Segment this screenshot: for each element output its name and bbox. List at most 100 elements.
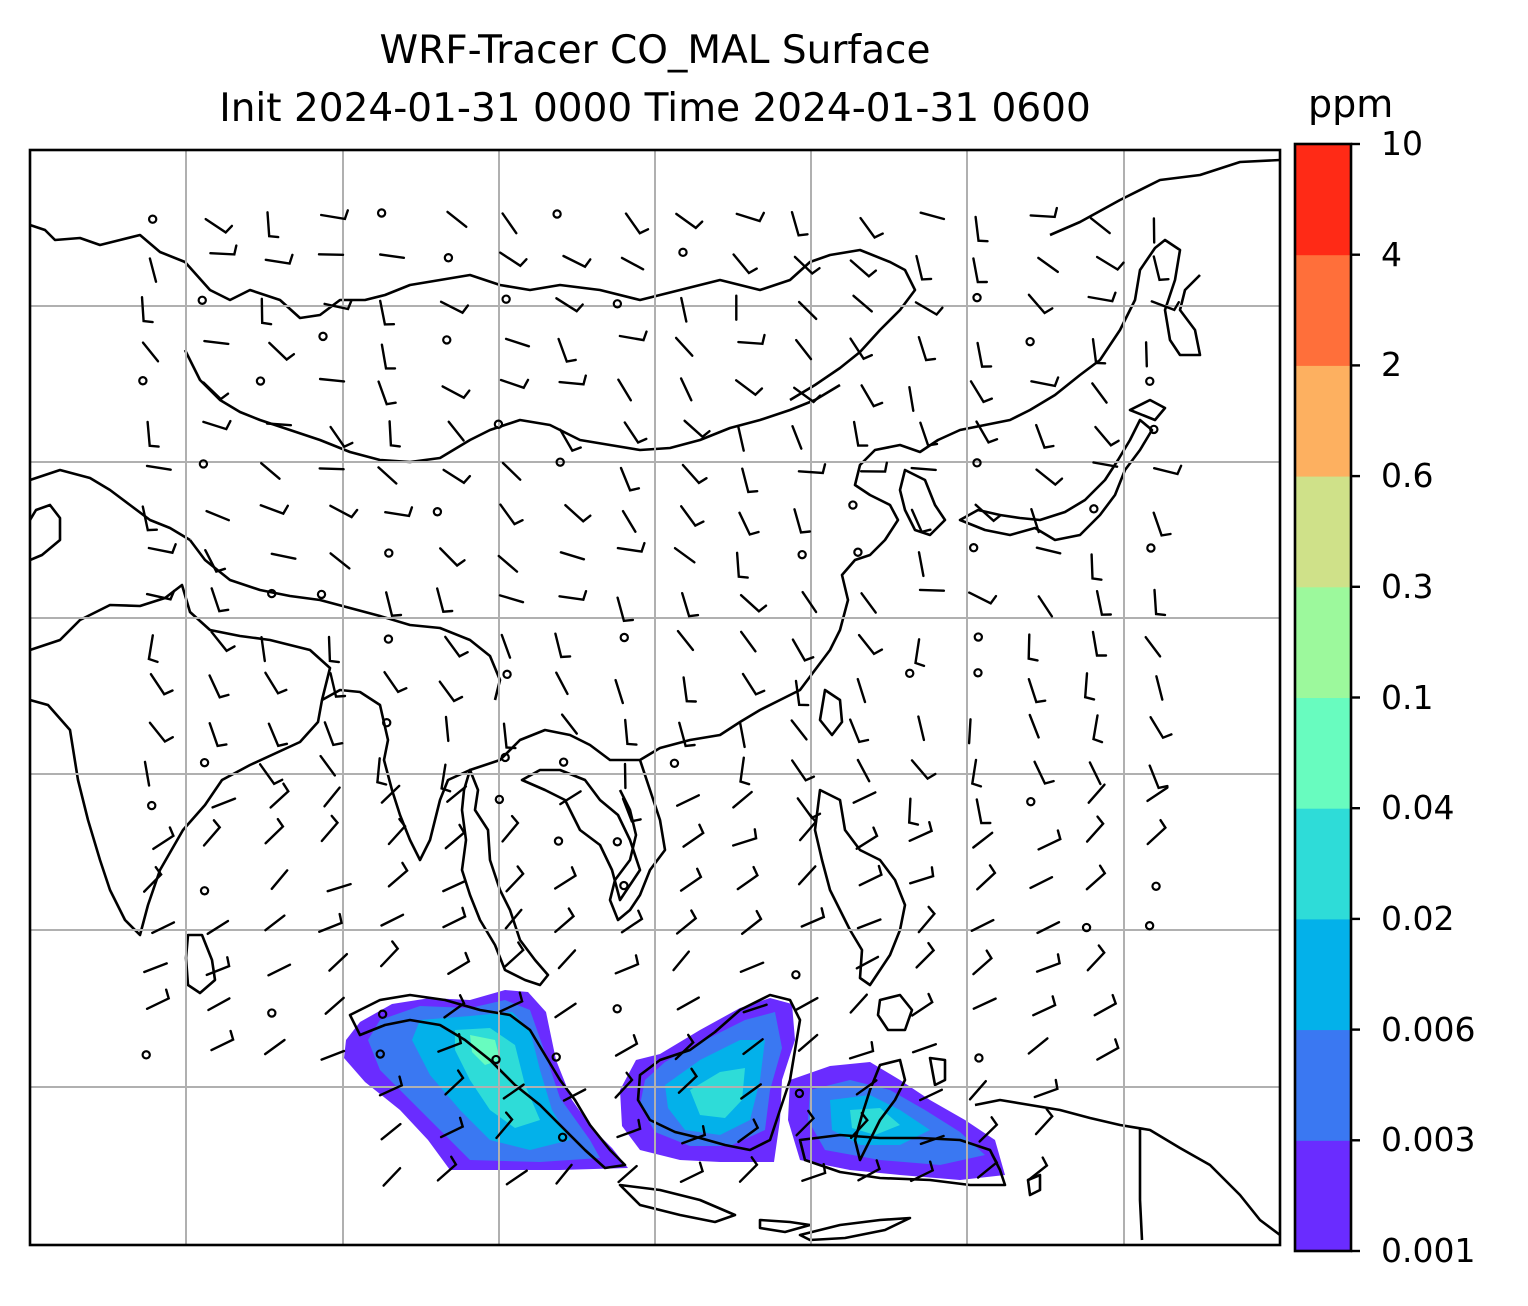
calm-wind-marker — [141, 1050, 151, 1060]
wind-barb — [909, 866, 935, 885]
wind-barb — [798, 813, 818, 842]
colorbar-ticks — [1351, 142, 1360, 1253]
wind-barb — [320, 1049, 346, 1061]
wind-barb — [260, 636, 266, 663]
coast-malay-peninsula — [460, 768, 550, 987]
wind-barb — [624, 718, 638, 746]
gridlines — [30, 150, 1280, 1245]
wind-barb — [440, 763, 452, 793]
wind-barb — [554, 632, 572, 659]
calm-wind-marker — [612, 837, 623, 847]
wind-barb — [318, 912, 343, 933]
wind-barb — [848, 1041, 875, 1060]
wind-barb — [264, 253, 294, 265]
wind-barb — [146, 420, 160, 448]
chart-subtitle: Init 2024-01-31 0000 Time 2024-01-31 060… — [219, 86, 1091, 131]
colorbar-tick-label: 0.3 — [1381, 566, 1434, 606]
wind-barb — [1094, 425, 1120, 447]
wind-barb — [680, 296, 688, 323]
coast-sulawesi — [853, 1056, 947, 1162]
wind-barb — [382, 1167, 402, 1187]
wind-barb — [205, 509, 230, 522]
coast-china-north — [30, 223, 917, 402]
wind-barb — [681, 463, 708, 485]
colorbar-tick-label: 2 — [1381, 345, 1402, 385]
wind-barb — [329, 425, 354, 449]
wind-barb — [205, 956, 231, 977]
wind-barb — [795, 996, 819, 1011]
wind-barb — [379, 299, 396, 326]
wind-barb — [679, 1161, 705, 1183]
wind-barb — [797, 463, 827, 475]
wind-barb — [555, 297, 584, 313]
calm-wind-marker — [442, 335, 452, 345]
wind-barb — [681, 1125, 707, 1145]
calm-wind-marker — [147, 800, 157, 811]
coast-philippines — [813, 788, 914, 1032]
wind-barb — [264, 671, 288, 695]
wind-barb — [1086, 944, 1106, 972]
wind-barb — [380, 913, 405, 927]
calm-wind-marker — [974, 1053, 984, 1063]
wind-barb — [264, 817, 285, 845]
wind-barb — [501, 814, 520, 843]
calm-wind-marker — [383, 634, 394, 644]
wind-barb — [329, 504, 359, 519]
wind-barb — [849, 993, 868, 1014]
wind-barb — [152, 826, 175, 851]
wind-barb — [210, 1029, 235, 1052]
wind-barb — [562, 254, 592, 269]
wind-barb — [919, 211, 946, 221]
coast-korea — [898, 468, 947, 537]
border-png — [1138, 1128, 1144, 1241]
wind-barb — [968, 1080, 987, 1101]
wind-barb — [855, 826, 879, 850]
wind-barb — [328, 952, 349, 972]
wind-barb — [145, 988, 171, 1010]
wind-barb — [849, 1111, 869, 1140]
wind-barb — [329, 552, 351, 570]
wind-barb — [444, 1069, 465, 1096]
wind-barb — [319, 754, 336, 777]
wind-barb — [974, 503, 1002, 523]
wind-barb — [676, 629, 695, 652]
wind-barb — [907, 797, 920, 826]
wind-barb — [623, 421, 648, 445]
colorbar-tick-label: 0.6 — [1381, 456, 1434, 496]
wind-barb — [909, 1160, 935, 1183]
wind-barb — [859, 461, 888, 473]
wind-barb — [1029, 876, 1054, 890]
plume-borneo-hot — [690, 1068, 745, 1118]
wind-barb — [499, 251, 528, 268]
calm-wind-marker — [1151, 881, 1161, 891]
wind-barb — [558, 374, 587, 386]
calm-wind-marker — [551, 1052, 561, 1062]
wind-barb — [739, 594, 768, 613]
wind-barb — [617, 378, 632, 402]
wind-barb — [618, 330, 648, 342]
wind-barb — [1027, 293, 1054, 315]
wind-barb — [148, 721, 174, 744]
wind-barb — [141, 505, 158, 532]
wind-barb — [1091, 382, 1108, 404]
wind-barb — [736, 865, 759, 891]
coast-taiwan — [818, 688, 844, 737]
wind-barb — [911, 992, 934, 1017]
wind-barb — [447, 420, 465, 442]
wind-barb — [793, 255, 821, 276]
wind-barb — [149, 673, 174, 696]
wind-barb — [378, 1075, 404, 1097]
wind-barb — [554, 907, 576, 934]
wind-barb — [915, 941, 936, 969]
wind-barb — [1088, 761, 1102, 786]
wind-barb — [739, 722, 746, 749]
wind-barb — [323, 299, 353, 311]
wind-barb — [739, 756, 751, 786]
wind-barb — [855, 955, 880, 970]
coast-japan — [958, 398, 1167, 542]
wind-barb — [380, 784, 401, 804]
calm-wind-marker — [1144, 921, 1155, 931]
wind-barb — [1144, 341, 1148, 368]
border-tibet — [188, 539, 502, 701]
wind-barb — [794, 679, 810, 707]
